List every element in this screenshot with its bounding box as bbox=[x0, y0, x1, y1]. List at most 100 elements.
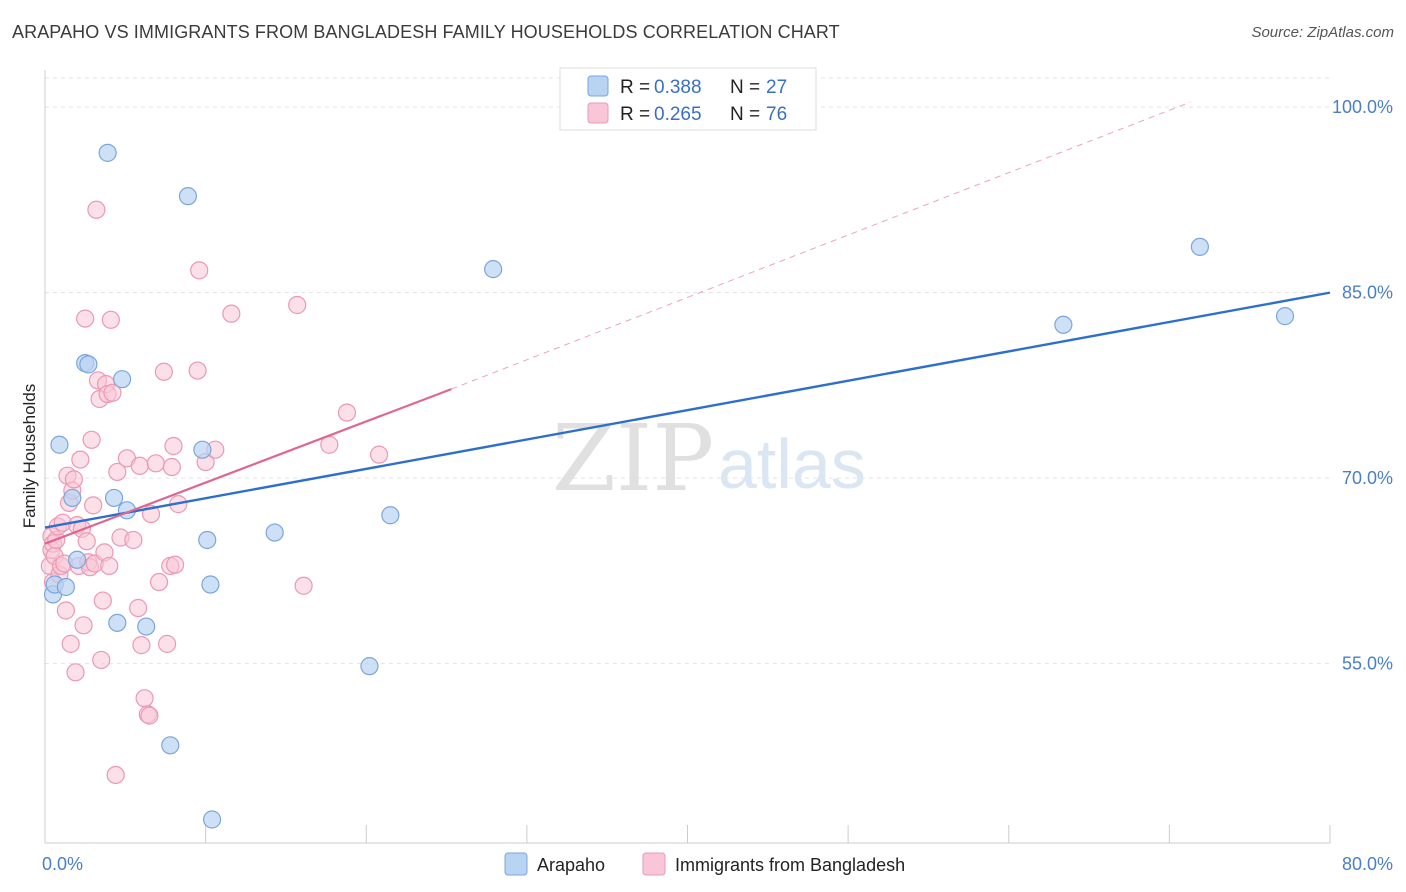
point-arapaho-24 bbox=[1054, 315, 1073, 334]
x-tick-labels: 0.0% 80.0% bbox=[42, 854, 1393, 874]
point-bangladesh-50 bbox=[135, 689, 154, 708]
point-bangladesh-29 bbox=[84, 496, 103, 515]
point-bangladesh-56 bbox=[154, 362, 173, 381]
legend-n-label-bangladesh: N = bbox=[730, 104, 760, 125]
bottom-legend-swatch-arapaho bbox=[504, 852, 528, 876]
point-bangladesh-25 bbox=[77, 532, 96, 551]
point-bangladesh-67 bbox=[222, 304, 241, 323]
point-arapaho-14 bbox=[161, 736, 180, 755]
point-bangladesh-17 bbox=[64, 470, 84, 489]
point-arapaho-10 bbox=[108, 613, 127, 632]
point-arapaho-4 bbox=[63, 488, 82, 508]
y-tick-labels: 55.0% 70.0% 85.0% 100.0% bbox=[1332, 97, 1393, 674]
y-axis-title: Family Households bbox=[20, 384, 39, 529]
legend-n-value-arapaho: 27 bbox=[766, 77, 787, 98]
y-tick-label-1: 70.0% bbox=[1342, 468, 1393, 488]
point-bangladesh-61 bbox=[166, 555, 185, 574]
watermark-atlas: atlas bbox=[718, 425, 866, 503]
point-bangladesh-40 bbox=[101, 310, 120, 329]
trendline-bangladesh bbox=[44, 388, 452, 545]
point-bangladesh-60 bbox=[164, 436, 183, 456]
point-bangladesh-64 bbox=[190, 261, 209, 280]
point-arapaho-21 bbox=[360, 657, 379, 676]
point-bangladesh-24 bbox=[76, 309, 95, 328]
y-tick-label-0: 55.0% bbox=[1342, 654, 1393, 674]
point-arapaho-11 bbox=[112, 370, 132, 389]
point-bangladesh-52 bbox=[140, 706, 159, 725]
legend-r-label-bangladesh: R = bbox=[620, 104, 650, 125]
bottom-legend-label-arapaho: Arapaho bbox=[537, 855, 605, 875]
point-bangladesh-39 bbox=[100, 556, 119, 576]
chart-title: ARAPAHO VS IMMIGRANTS FROM BANGLADESH FA… bbox=[12, 22, 840, 42]
watermark: ZIP atlas bbox=[552, 405, 866, 512]
bottom-legend-label-bangladesh: Immigrants from Bangladesh bbox=[675, 855, 905, 875]
point-arapaho-17 bbox=[198, 530, 217, 550]
point-bangladesh-48 bbox=[130, 456, 149, 475]
point-bangladesh-12 bbox=[56, 601, 75, 620]
point-arapaho-7 bbox=[79, 355, 98, 374]
point-bangladesh-41 bbox=[103, 383, 122, 402]
legend-n-value-bangladesh: 76 bbox=[766, 104, 787, 125]
legend-r-label-arapaho: R = bbox=[620, 77, 650, 98]
point-bangladesh-72 bbox=[370, 445, 389, 464]
bottom-legend: Arapaho Immigrants from Bangladesh bbox=[504, 852, 905, 876]
point-arapaho-18 bbox=[201, 575, 220, 594]
trendline-arapaho bbox=[44, 291, 1331, 529]
point-arapaho-19 bbox=[202, 810, 222, 829]
y-tick-label-2: 85.0% bbox=[1342, 283, 1393, 303]
point-bangladesh-47 bbox=[129, 598, 148, 618]
point-bangladesh-21 bbox=[71, 450, 90, 469]
point-bangladesh-59 bbox=[162, 457, 181, 477]
legend-r-value-bangladesh: 0.265 bbox=[654, 104, 702, 125]
point-bangladesh-49 bbox=[132, 636, 151, 655]
series-arapaho-points bbox=[43, 143, 1295, 829]
trendline-bangladesh-extension bbox=[451, 101, 1191, 390]
point-arapaho-16 bbox=[193, 440, 212, 459]
point-bangladesh-46 bbox=[124, 530, 143, 550]
watermark-zip: ZIP bbox=[552, 405, 714, 512]
point-arapaho-13 bbox=[137, 617, 156, 636]
point-arapaho-8 bbox=[98, 143, 117, 162]
point-bangladesh-69 bbox=[294, 576, 313, 595]
point-bangladesh-35 bbox=[93, 591, 112, 610]
legend-n-label-arapaho: N = bbox=[730, 77, 760, 98]
point-arapaho-26 bbox=[1275, 307, 1295, 326]
point-arapaho-23 bbox=[484, 260, 503, 279]
point-bangladesh-18 bbox=[66, 663, 85, 682]
point-bangladesh-54 bbox=[146, 454, 165, 473]
point-bangladesh-68 bbox=[288, 295, 307, 315]
legend-swatch-arapaho bbox=[587, 75, 609, 97]
point-bangladesh-63 bbox=[188, 361, 207, 380]
point-bangladesh-31 bbox=[87, 200, 106, 219]
bottom-legend-swatch-bangladesh bbox=[642, 852, 666, 876]
point-arapaho-5 bbox=[68, 550, 87, 569]
x-tick-label-1: 80.0% bbox=[1342, 854, 1393, 874]
point-bangladesh-43 bbox=[108, 462, 127, 482]
x-tick-label-0: 0.0% bbox=[42, 854, 83, 874]
point-arapaho-20 bbox=[265, 523, 284, 542]
point-bangladesh-71 bbox=[337, 403, 357, 422]
point-arapaho-9 bbox=[104, 488, 124, 508]
point-bangladesh-28 bbox=[82, 430, 101, 449]
point-bangladesh-42 bbox=[106, 765, 125, 785]
series-bangladesh-points bbox=[40, 200, 389, 785]
point-bangladesh-34 bbox=[92, 650, 111, 670]
point-arapaho-3 bbox=[56, 577, 75, 597]
gridlines bbox=[45, 77, 1330, 665]
legend-swatch-bangladesh bbox=[587, 102, 609, 124]
y-tick-label-3: 100.0% bbox=[1332, 97, 1393, 117]
trendlines bbox=[44, 101, 1331, 545]
source-label: Source: ZipAtlas.com bbox=[1251, 24, 1394, 41]
point-arapaho-22 bbox=[381, 506, 400, 525]
point-arapaho-25 bbox=[1190, 237, 1209, 256]
legend-r-value-arapaho: 0.388 bbox=[654, 77, 702, 98]
point-bangladesh-23 bbox=[74, 616, 93, 635]
point-bangladesh-55 bbox=[149, 572, 169, 592]
axes bbox=[44, 70, 1331, 844]
point-arapaho-2 bbox=[50, 435, 69, 454]
point-bangladesh-57 bbox=[157, 634, 177, 653]
point-arapaho-15 bbox=[178, 187, 198, 206]
point-bangladesh-15 bbox=[61, 634, 80, 653]
legend: R = 0.388 N = 27 R = 0.265 N = 76 bbox=[559, 67, 817, 131]
